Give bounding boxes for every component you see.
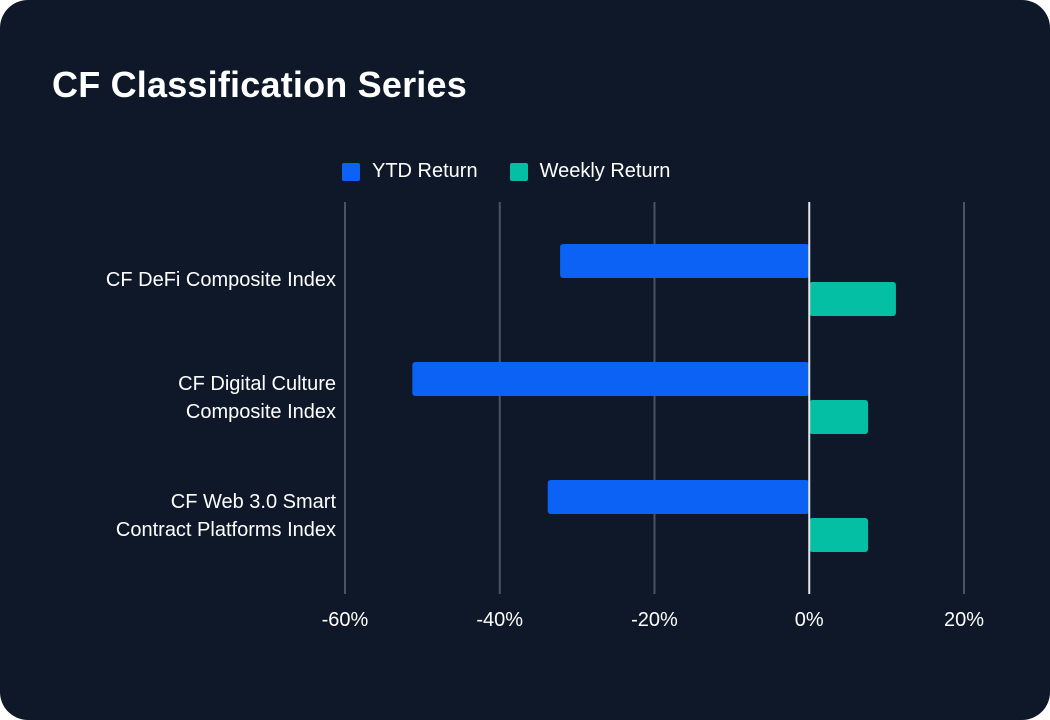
- x-tick-label: -40%: [476, 609, 524, 631]
- category-label-line: CF Digital Culture: [178, 373, 336, 395]
- bar-ytd-0: [560, 244, 810, 278]
- legend-label-weekly: Weekly Return: [539, 160, 671, 182]
- category-label: CF DeFi Composite Index: [20, 266, 336, 294]
- bar-weekly-1: [809, 400, 869, 434]
- chart-title: CF Classification Series: [52, 64, 467, 105]
- legend-item-weekly: Weekly Return: [509, 160, 671, 183]
- legend-swatch-ytd: [342, 162, 360, 181]
- category-label-line: CF Web 3.0 Smart: [170, 491, 336, 513]
- bar-ytd-2: [547, 480, 810, 514]
- legend: YTD Return Weekly Return: [342, 160, 702, 183]
- x-tick-label: -60%: [321, 609, 369, 631]
- legend-label-ytd: YTD Return: [372, 160, 478, 182]
- category-label-line: Composite Index: [185, 401, 336, 423]
- bar-weekly-2: [809, 518, 869, 552]
- bar-weekly-0: [809, 282, 896, 316]
- legend-swatch-weekly: [509, 162, 528, 181]
- legend-item-ytd: YTD Return: [342, 160, 478, 183]
- x-tick-label: -20%: [631, 609, 678, 631]
- bar-ytd-1: [412, 362, 810, 396]
- category-label-line: CF DeFi Composite Index: [105, 269, 336, 291]
- category-label: CF Digital Culture Composite Index: [20, 370, 336, 426]
- category-label-line: Contract Platforms Index: [115, 519, 336, 541]
- x-tick-label: 0%: [794, 609, 824, 631]
- category-label: CF Web 3.0 Smart Contract Platforms Index: [20, 488, 336, 544]
- x-tick-label: 20%: [943, 609, 985, 631]
